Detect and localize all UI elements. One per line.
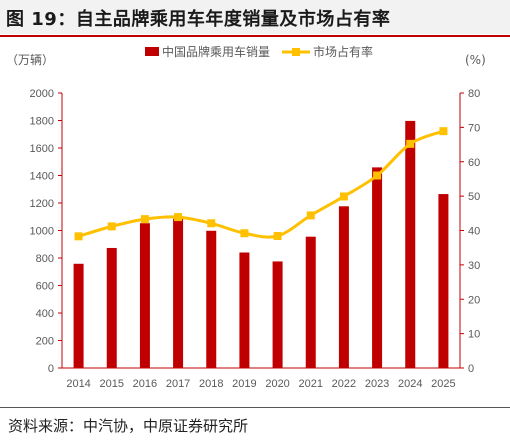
share-line	[78, 129, 444, 239]
left-tick-label: 400	[36, 308, 54, 320]
x-tick-label: 2023	[365, 378, 389, 390]
x-tick-label: 2016	[133, 378, 157, 390]
right-tick-label: 30	[468, 260, 480, 272]
share-point	[240, 229, 249, 238]
share-point	[207, 219, 216, 228]
right-tick-label: 60	[468, 157, 480, 169]
figure-title: 图 19：自主品牌乘用车年度销量及市场占有率	[6, 9, 391, 30]
share-point	[373, 171, 382, 180]
bar	[405, 120, 416, 368]
share-point	[439, 127, 448, 136]
left-tick-label: 1200	[30, 198, 54, 210]
share-point	[74, 232, 83, 241]
bar	[338, 206, 349, 368]
share-point	[273, 232, 282, 240]
title-bar	[0, 0, 510, 34]
left-tick-label: 200	[36, 336, 54, 348]
x-tick-label: 2022	[332, 378, 356, 390]
share-point	[174, 213, 183, 222]
right-tick-label: 20	[468, 294, 480, 306]
right-tick-label: 70	[468, 122, 480, 134]
share-point	[107, 222, 116, 231]
share-point	[406, 139, 415, 148]
bar	[139, 223, 150, 368]
bar	[106, 247, 117, 368]
bar	[372, 167, 383, 368]
bar	[239, 252, 250, 368]
right-tick-label: 10	[468, 329, 480, 341]
plot-area: 0 200 400 600 800 1000 1200 1400 1600 1800 2000 0 10…	[30, 88, 481, 390]
share-point	[339, 192, 348, 201]
x-tick-label: 2024	[398, 378, 422, 390]
left-tick-label: 800	[36, 253, 54, 265]
x-tick-label: 2020	[265, 378, 289, 390]
x-tick-label: 2018	[199, 378, 223, 390]
bar	[272, 261, 283, 368]
bar	[173, 218, 184, 368]
left-tick-label: 1600	[30, 143, 54, 155]
bar	[438, 194, 449, 368]
right-tick-label: 0	[468, 363, 474, 375]
right-tick-label: 80	[468, 88, 480, 100]
left-tick-label: 2000	[30, 88, 54, 100]
right-axis-unit: (%)	[465, 53, 486, 67]
x-tick-label: 2019	[232, 378, 256, 390]
x-tick-label: 2025	[431, 378, 455, 390]
right-tick-label: 50	[468, 191, 480, 203]
left-tick-label: 1800	[30, 116, 54, 128]
legend-bar-label: 中国品牌乘用车销量	[162, 44, 270, 59]
share-point	[140, 215, 149, 224]
legend-bar-swatch	[145, 47, 159, 56]
right-tick-label: 40	[468, 226, 480, 238]
legend-line-label: 市场占有率	[313, 44, 373, 59]
left-axis-unit: （万辆）	[6, 53, 54, 67]
x-tick-label: 2014	[66, 378, 90, 390]
left-tick-label: 1400	[30, 171, 54, 183]
x-tick-label: 2015	[100, 378, 124, 390]
source-divider	[0, 407, 510, 408]
legend: 中国品牌乘用车销量 市场占有率	[145, 44, 373, 59]
left-tick-label: 0	[48, 363, 54, 375]
left-tick-label: 600	[36, 281, 54, 293]
x-tick-label: 2017	[166, 378, 190, 390]
title-divider	[0, 35, 510, 37]
bar	[73, 263, 84, 368]
share-point	[306, 211, 315, 220]
bar	[305, 236, 316, 368]
x-tick-label: 2021	[299, 378, 323, 390]
left-tick-label: 1000	[30, 226, 54, 238]
bar	[206, 230, 217, 368]
legend-line-marker	[292, 48, 300, 56]
source-note: 资料来源：中汽协，中原证券研究所	[8, 417, 249, 435]
